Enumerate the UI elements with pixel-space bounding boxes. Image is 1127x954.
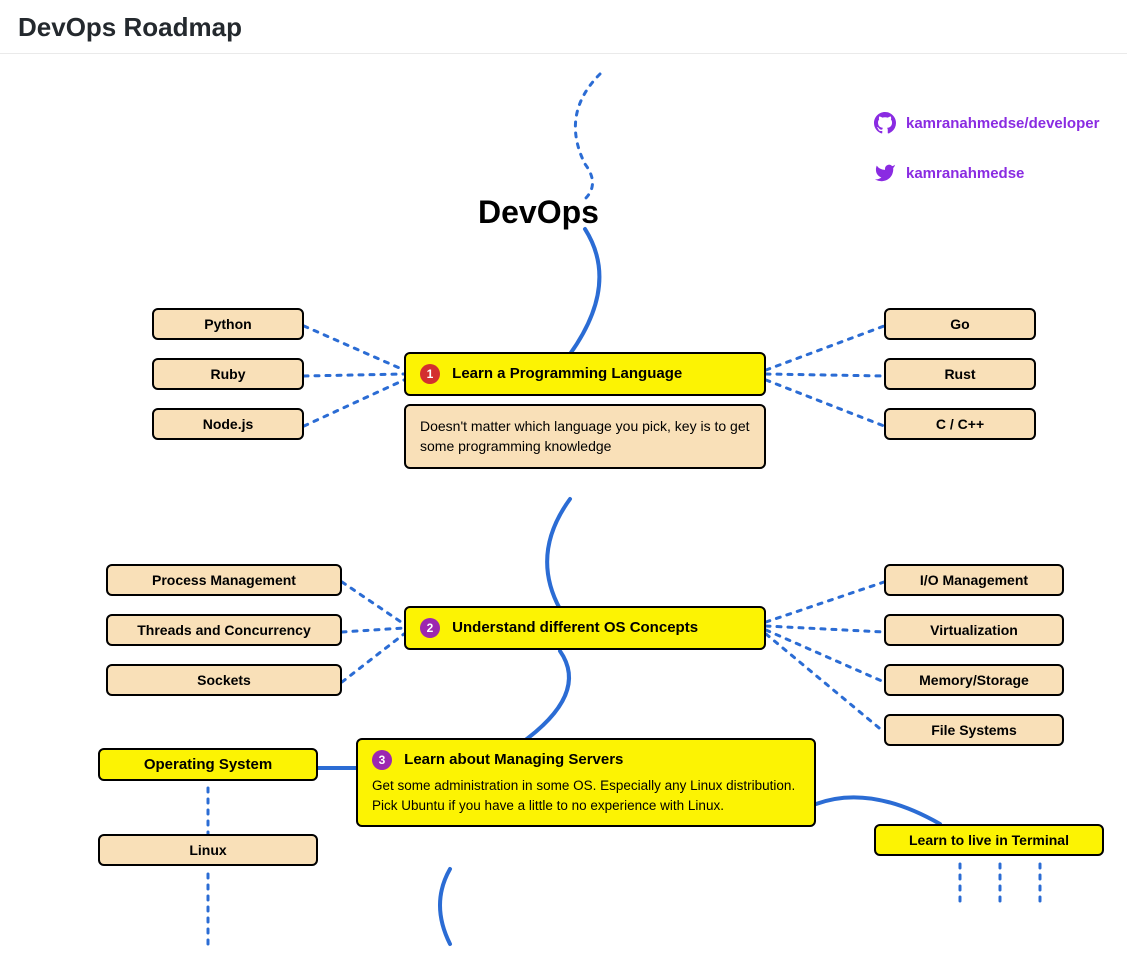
step-1-badge: 1 — [420, 364, 440, 384]
step-3-main[interactable]: 3 Learn about Managing Servers Get some … — [356, 738, 816, 827]
step-1-main[interactable]: 1 Learn a Programming Language — [404, 352, 766, 396]
step-2-badge: 2 — [420, 618, 440, 638]
github-link[interactable]: kamranahmedse/developer — [874, 112, 1099, 134]
step-1-left-2[interactable]: Node.js — [152, 408, 304, 440]
step-2-title: Understand different OS Concepts — [452, 619, 698, 636]
github-icon — [874, 112, 896, 134]
step-3-title: Learn about Managing Servers — [404, 751, 623, 768]
twitter-icon — [874, 162, 896, 184]
step-1-left-1[interactable]: Ruby — [152, 358, 304, 390]
step-2-left-0[interactable]: Process Management — [106, 564, 342, 596]
step-3-os[interactable]: Operating System — [98, 748, 318, 781]
step-2-left-2[interactable]: Sockets — [106, 664, 342, 696]
step-1-right-0[interactable]: Go — [884, 308, 1036, 340]
twitter-link[interactable]: kamranahmedse — [874, 162, 1024, 184]
twitter-text: kamranahmedse — [906, 165, 1024, 182]
github-text: kamranahmedse/developer — [906, 115, 1099, 132]
step-1-desc: Doesn't matter which language you pick, … — [404, 404, 766, 469]
roadmap-canvas: DevOps kamranahmedse/developer kamranahm… — [0, 54, 1127, 954]
step-2-right-0[interactable]: I/O Management — [884, 564, 1064, 596]
step-2-right-1[interactable]: Virtualization — [884, 614, 1064, 646]
step-3-terminal[interactable]: Learn to live in Terminal — [874, 824, 1104, 856]
step-1-left-0[interactable]: Python — [152, 308, 304, 340]
step-3-desc: Get some administration in some OS. Espe… — [372, 776, 800, 815]
step-3-linux[interactable]: Linux — [98, 834, 318, 866]
step-3-badge: 3 — [372, 750, 392, 770]
diagram-title: DevOps — [478, 194, 599, 231]
step-2-left-1[interactable]: Threads and Concurrency — [106, 614, 342, 646]
step-1-right-2[interactable]: C / C++ — [884, 408, 1036, 440]
page-title: DevOps Roadmap — [0, 0, 1127, 54]
step-2-right-2[interactable]: Memory/Storage — [884, 664, 1064, 696]
step-2-right-3[interactable]: File Systems — [884, 714, 1064, 746]
step-1-title: Learn a Programming Language — [452, 365, 682, 382]
step-1-right-1[interactable]: Rust — [884, 358, 1036, 390]
step-2-main[interactable]: 2 Understand different OS Concepts — [404, 606, 766, 650]
